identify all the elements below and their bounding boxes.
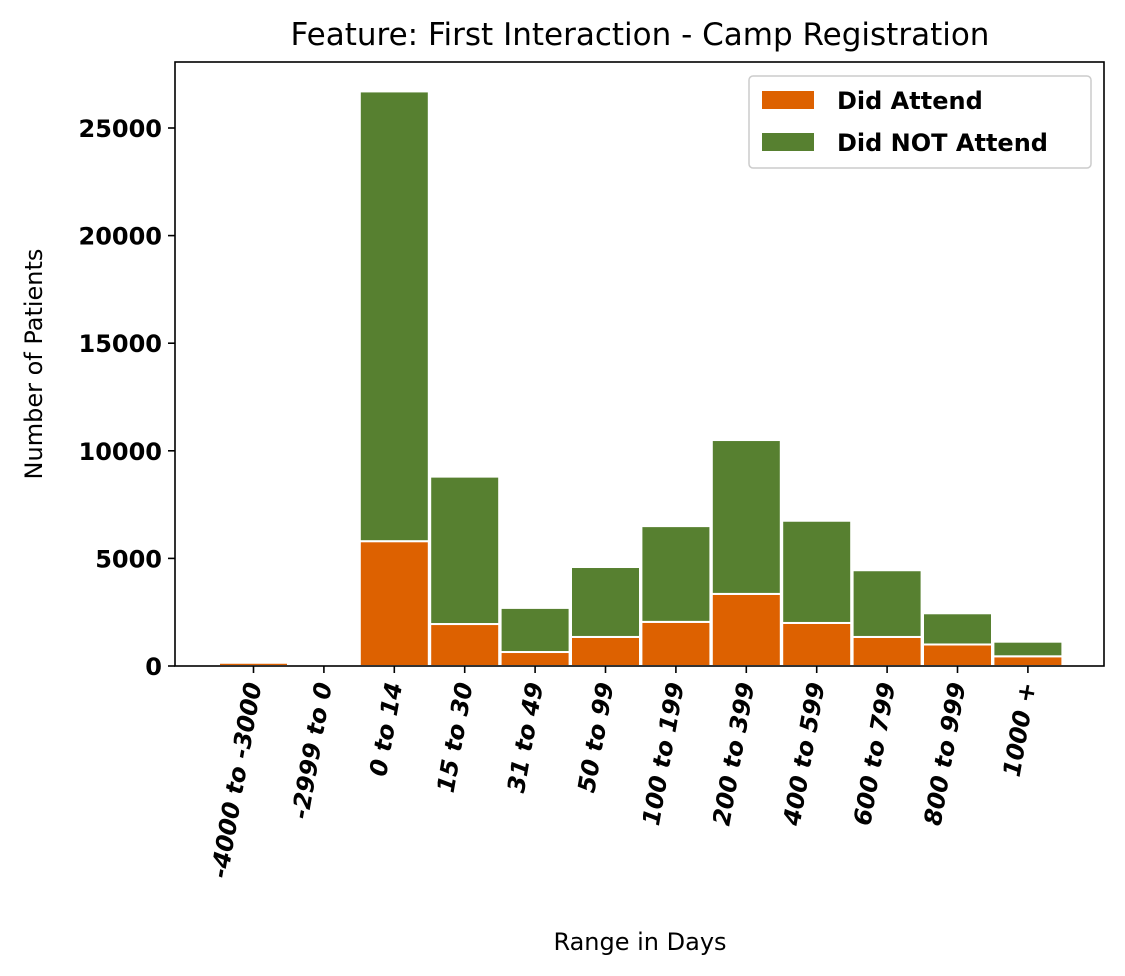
bar-did-not-attend-9 (851, 569, 923, 638)
x-axis-label: Range in Days (553, 928, 726, 956)
legend-label-did-not-attend: Did NOT Attend (837, 129, 1048, 157)
bar-did-not-attend-4 (499, 606, 571, 654)
legend: Did Attend Did NOT Attend (748, 75, 1092, 169)
bar-did-not-attend-2 (358, 90, 430, 543)
y-ticks: 0 5000 10000 15000 20000 25000 (79, 115, 175, 681)
bar-did-attend-7 (710, 592, 782, 667)
bar-did-attend-9 (851, 635, 923, 668)
bar-did-not-attend-10 (922, 612, 993, 646)
bars-layer (218, 90, 1064, 668)
y-tick-label-5: 25000 (79, 115, 163, 143)
chart-title: Feature: First Interaction - Camp Regist… (291, 17, 990, 53)
bar-did-attend-2 (358, 540, 430, 667)
y-tick-label-3: 15000 (79, 330, 163, 358)
bar-did-attend-8 (781, 621, 853, 668)
bar-did-attend-3 (429, 623, 501, 667)
bar-did-not-attend-11 (992, 640, 1064, 658)
bar-did-attend-4 (499, 651, 571, 668)
bar-did-not-attend-6 (640, 525, 712, 623)
legend-label-did-attend: Did Attend (837, 87, 983, 115)
bar-did-not-attend-8 (781, 519, 853, 624)
bar-did-not-attend-3 (429, 475, 501, 626)
bar-did-attend-11 (992, 655, 1064, 668)
bar-did-not-attend-5 (570, 566, 641, 638)
bar-did-attend-5 (570, 635, 641, 668)
y-tick-label-4: 20000 (79, 223, 163, 251)
bar-did-attend-6 (640, 620, 712, 668)
y-tick-label-1: 5000 (95, 545, 162, 573)
y-tick-label-0: 0 (145, 653, 162, 681)
bar-did-not-attend-7 (710, 439, 782, 595)
legend-swatch-did-not-attend (762, 133, 814, 151)
plot-frame (174, 61, 1105, 667)
bar-did-attend-10 (922, 643, 993, 667)
legend-swatch-did-attend (762, 91, 814, 109)
y-tick-label-2: 10000 (79, 438, 163, 466)
legend-frame (748, 75, 1092, 169)
y-axis-label: Number of Patients (20, 249, 48, 480)
